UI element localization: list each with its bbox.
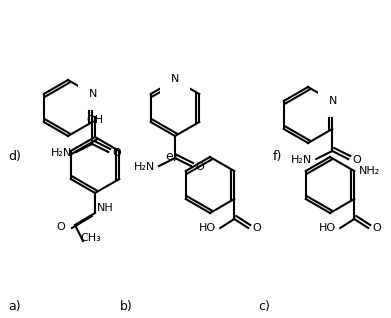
Text: b): b) <box>120 300 133 313</box>
Text: OH: OH <box>86 115 104 125</box>
Text: O: O <box>56 222 65 232</box>
Text: CH₃: CH₃ <box>80 233 101 243</box>
Text: O: O <box>372 223 381 233</box>
Text: d): d) <box>8 150 21 163</box>
Text: O: O <box>352 155 361 165</box>
Text: HO: HO <box>199 223 216 233</box>
Text: O: O <box>195 162 204 172</box>
Text: a): a) <box>8 300 21 313</box>
Text: c): c) <box>258 300 270 313</box>
Text: N: N <box>329 96 337 106</box>
Text: NH₂: NH₂ <box>359 166 380 176</box>
Text: NH: NH <box>97 203 114 213</box>
Text: N: N <box>89 89 97 99</box>
Text: H₂N: H₂N <box>134 162 155 172</box>
Text: N: N <box>171 74 179 84</box>
Text: f): f) <box>273 150 282 163</box>
Text: O: O <box>252 223 261 233</box>
Text: H₂N: H₂N <box>291 155 312 165</box>
Text: O: O <box>112 148 121 158</box>
Text: H₂N: H₂N <box>51 148 72 158</box>
Text: e): e) <box>165 150 178 163</box>
Text: HO: HO <box>319 223 336 233</box>
